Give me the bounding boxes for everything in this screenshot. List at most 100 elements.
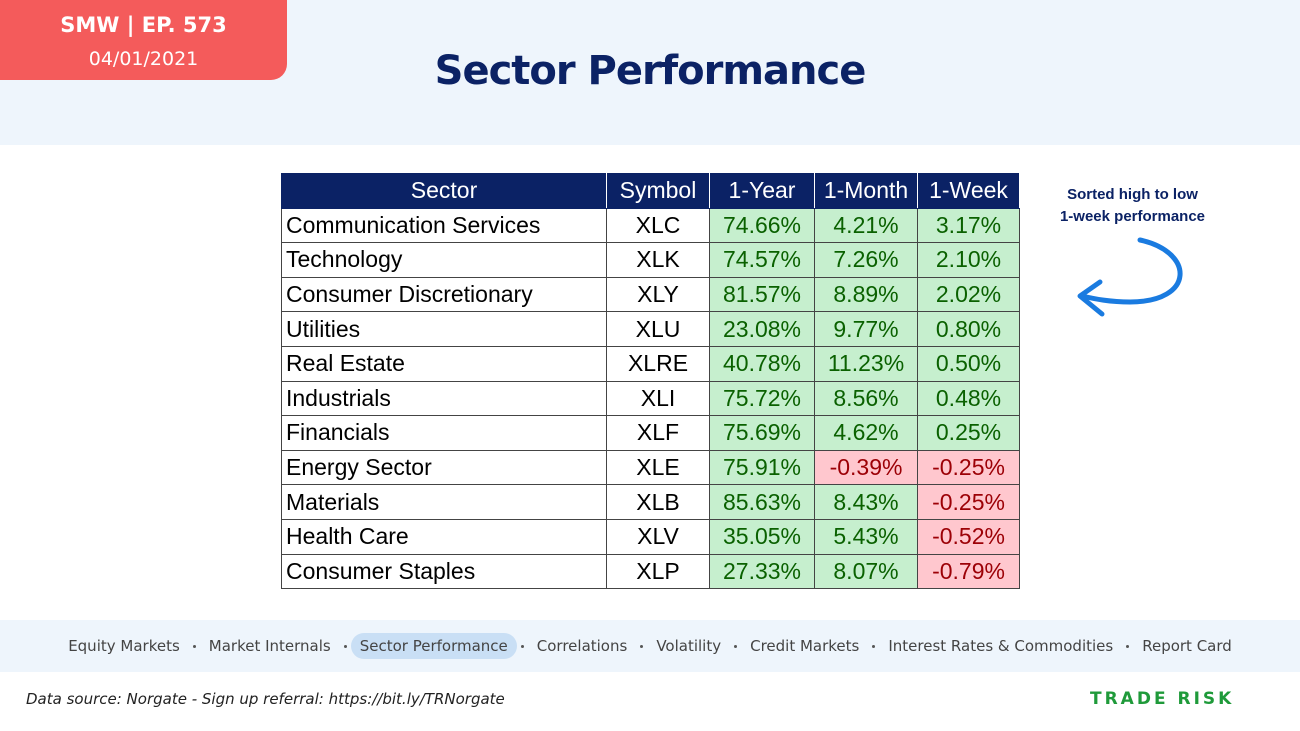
value-cell: 81.57% [709,276,815,313]
separator [640,644,644,648]
symbol-cell: XLK [606,242,710,278]
nav-item[interactable]: Interest Rates & Commodities [888,637,1114,655]
value-cell: 23.08% [709,311,815,347]
sector-cell: Financials [281,415,607,451]
value-cell: 2.02% [917,276,1020,313]
arrow [1077,237,1183,317]
sector-cell: Health Care [281,518,607,555]
value-cell: 74.66% [709,207,815,244]
separator [192,644,196,648]
value-cell: 11.23% [814,345,918,382]
nav-item[interactable]: Sector Performance [350,633,517,659]
data-source: Data source: Norgate - Sign up referral:… [26,690,505,708]
nav-item[interactable]: Volatility [656,637,722,655]
table-row: Industrials XLI 75.72% 8.56% 0.48% [281,380,1020,417]
header-row: Sector Symbol 1-Year 1-Month 1-Week [281,173,1020,209]
sector-cell: Energy Sector [281,449,607,486]
sector-cell: Real Estate [281,345,607,382]
value-cell: 0.48% [917,380,1020,417]
table-row: Real Estate XLRE 40.78% 11.23% 0.50% [281,345,1020,382]
column-header: 1-Month [814,173,918,209]
separator [1126,644,1130,648]
value-cell: 7.26% [814,242,918,278]
value-cell: 3.17% [917,207,1020,244]
value-cell: 35.05% [709,518,815,555]
separator [520,644,524,648]
symbol-cell: XLRE [606,345,710,382]
sector-cell: Materials [281,484,607,520]
symbol-cell: XLP [606,553,710,590]
column-header: Symbol [606,173,710,209]
note-line: Sorted high to low [1067,186,1198,203]
symbol-cell: XLE [606,449,710,486]
symbol-cell: XLB [606,484,710,520]
sector-cell: Consumer Staples [281,553,607,590]
sector-cell: Technology [281,242,607,278]
value-cell: 75.69% [709,415,815,451]
table-row: Communication Services XLC 74.66% 4.21% 3.17… [281,207,1020,244]
value-cell: 0.25% [917,415,1020,451]
value-cell: -0.79% [917,553,1020,590]
note-line: 1-week performance [1059,208,1206,225]
symbol-cell: XLF [606,415,710,451]
separator [734,644,738,648]
symbol-cell: XLC [606,207,710,244]
symbol-cell: XLY [606,276,710,313]
nav-item[interactable]: Credit Markets [750,637,860,655]
value-cell: 8.07% [814,553,918,590]
value-cell: 27.33% [709,553,815,590]
value-cell: -0.25% [917,484,1020,520]
value-cell: 5.43% [814,518,918,555]
column-header: 1-Year [709,173,815,209]
value-cell: 75.72% [709,380,815,417]
symbol-cell: XLI [606,380,710,417]
nav-item[interactable]: Correlations [536,637,628,655]
separator [343,644,347,648]
column-header: 1-Week [917,173,1020,209]
symbol-cell: XLV [606,518,710,555]
sector-cell: Communication Services [281,207,607,244]
title: Sector Performance [434,48,867,94]
value-cell: 8.89% [814,276,918,313]
separator [872,644,876,648]
value-cell: -0.52% [917,518,1020,555]
value-cell: 9.77% [814,311,918,347]
brand: TRADE RISK [1090,689,1235,709]
table-row: Consumer Discretionary XLY 81.57% 8.89% 2.02… [281,276,1020,313]
symbol-cell: XLU [606,311,710,347]
table-row: Technology XLK 74.57% 7.26% 2.10% [281,242,1020,278]
value-cell: 8.43% [814,484,918,520]
date: 04/01/2021 [88,48,199,70]
sector-cell: Industrials [281,380,607,417]
value-cell: 0.50% [917,345,1020,382]
episode: SMW | EP. 573 [60,13,227,37]
column-header: Sector [281,173,607,209]
note: Sorted high to low 1-week performance [1040,184,1225,228]
value-cell: -0.39% [814,449,918,486]
episode-badge: SMW | EP. 573 04/01/2021 [0,0,287,80]
nav-bar: Equity Markets Market Internals Sector Per… [0,620,1300,672]
table-row: Materials XLB 85.63% 8.43% -0.25% [281,484,1020,520]
value-cell: 85.63% [709,484,815,520]
nav-item[interactable]: Equity Markets [68,637,180,655]
value-cell: 4.21% [814,207,918,244]
value-cell: 2.10% [917,242,1020,278]
value-cell: 0.80% [917,311,1020,347]
table-row: Energy Sector XLE 75.91% -0.39% -0.25% [281,449,1020,486]
value-cell: 74.57% [709,242,815,278]
table-row: Health Care XLV 35.05% 5.43% -0.52% [281,518,1020,555]
nav-item[interactable]: Report Card [1142,637,1232,655]
sector-cell: Utilities [281,311,607,347]
table-row: Utilities XLU 23.08% 9.77% 0.80% [281,311,1020,347]
value-cell: 4.62% [814,415,918,451]
value-cell: 75.91% [709,449,815,486]
value-cell: 8.56% [814,380,918,417]
table-row: Financials XLF 75.69% 4.62% 0.25% [281,415,1020,451]
value-cell: 40.78% [709,345,815,382]
sector-cell: Consumer Discretionary [281,276,607,313]
table-row: Consumer Staples XLP 27.33% 8.07% -0.79% [281,553,1020,590]
sector-table: Sector Symbol 1-Year 1-Month 1-Week Communica… [281,173,1020,590]
nav-item[interactable]: Market Internals [208,637,331,655]
value-cell: -0.25% [917,449,1020,486]
